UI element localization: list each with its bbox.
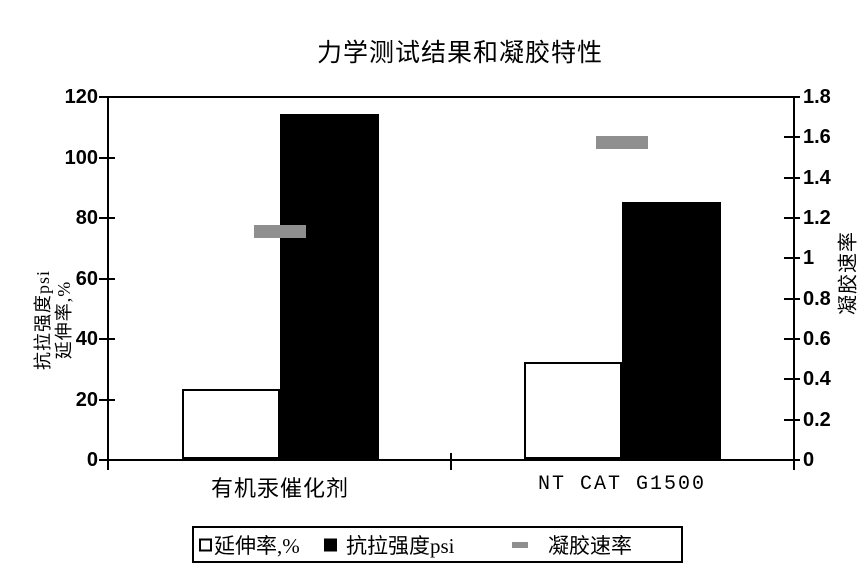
legend-label: 凝胶速率 [548,533,632,558]
left-axis-tick-label: 80 [75,207,98,229]
right-axis-tick-label: 0.2 [803,408,831,431]
left-axis-tick-label: 60 [75,267,98,290]
gel-rate-dash-marker [596,136,648,150]
category-label: 有机汞催化剂 [210,476,350,501]
left-axis-tick-label: 40 [75,328,98,350]
legend: 延伸率,% 抗拉强度psi 凝胶速率 [192,526,683,563]
right-axis-tick-mark [784,418,800,421]
right-axis-tick-mark [784,136,800,139]
left-axis-tick-label: 100 [64,146,98,169]
right-axis-tick-mark [784,257,800,260]
right-axis-tick-label: 0.4 [803,368,831,391]
right-axis-tick-mark [784,297,800,300]
legend-label: 抗拉强度psi [346,533,455,558]
x-axis-tick-mark [450,453,452,470]
bar-elongation [182,389,280,459]
right-axis-tick-label: 1.4 [803,166,831,189]
bar-elongation [524,362,622,459]
black-square-swatch [324,538,337,551]
left-axis-tick-mark [99,338,115,340]
right-axis-tick-mark [784,338,800,340]
left-axis-tick-mark [99,156,115,159]
gel-rate-dash-marker [254,225,306,239]
chart-title: 力学测试结果和凝胶特性 [316,40,604,67]
left-axis-tick-label: 120 [64,86,98,108]
right-axis-tick-mark [784,217,800,219]
x-axis-tick-mark [793,453,795,470]
bar-tensile-strength [280,114,379,459]
right-axis-tick-mark [784,459,800,461]
right-axis-tick-mark [784,96,800,98]
left-axis-tick-label: 20 [75,388,98,411]
right-axis-tick-label: 1.2 [803,207,831,229]
legend-label: 延伸率,% [214,533,300,558]
left-axis-tick-label: 0 [86,449,98,471]
right-axis-tick-label: 0.6 [803,328,831,350]
right-axis-tick-label: 1.8 [803,86,831,108]
left-axis-tick-mark [99,398,115,401]
left-axis-tick-mark [99,217,115,219]
left-axis-tick-mark [99,277,115,280]
white-square-swatch [199,538,212,551]
left-axis-tick-mark [99,96,115,98]
right-axis-tick-mark [784,176,800,179]
right-axis-tick-label: 1.6 [803,126,831,149]
x-axis-tick-mark [107,453,109,470]
gel-rate-dash-swatch [512,541,528,548]
right-axis-tick-label: 0 [803,449,815,471]
bar-tensile-strength [622,201,721,459]
right-axis-tick-label: 1 [803,247,815,270]
right-axis-tick-mark [784,378,800,381]
right-axis-tick-label: 0.8 [803,287,831,310]
category-label: NT CAT G1500 [537,473,707,496]
